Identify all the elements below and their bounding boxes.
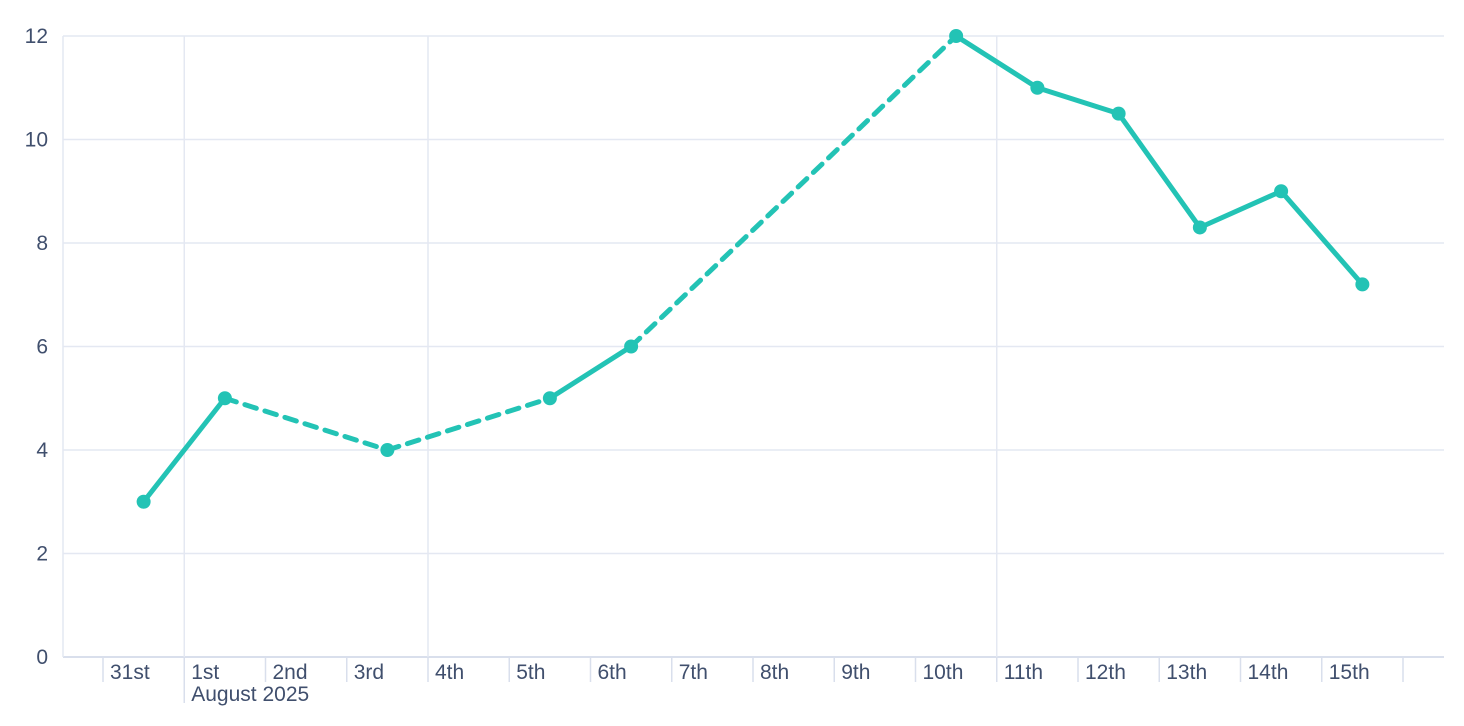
- series-segment-dashed: [628, 33, 959, 349]
- data-point[interactable]: [136, 494, 151, 509]
- data-point[interactable]: [1355, 277, 1370, 292]
- series-segment-solid: [1278, 188, 1365, 287]
- data-point[interactable]: [1192, 220, 1207, 235]
- data-point[interactable]: [1030, 80, 1045, 95]
- x-axis-label: 15th: [1329, 661, 1370, 684]
- x-axis-label: 5th: [516, 661, 545, 684]
- x-axis-label: 10th: [923, 661, 964, 684]
- series-segment-dashed: [222, 395, 390, 453]
- data-point[interactable]: [949, 29, 964, 43]
- data-point[interactable]: [380, 443, 395, 457]
- series-layer: [136, 29, 1370, 509]
- x-axis-label: 13th: [1166, 661, 1207, 684]
- data-point[interactable]: [624, 339, 639, 354]
- x-axis-label: 14th: [1248, 661, 1289, 684]
- x-axis-label: 7th: [679, 661, 708, 684]
- data-point[interactable]: [1274, 184, 1289, 199]
- series-segment-solid: [1034, 85, 1122, 117]
- series-segment-solid: [953, 33, 1040, 91]
- series-segment-solid: [141, 395, 228, 505]
- axes-layer: [102, 658, 1404, 703]
- gridlines-layer: [62, 35, 1444, 658]
- series-segment-solid: [1116, 111, 1203, 230]
- x-axis-label: 31st: [110, 661, 150, 684]
- y-axis-label: 6: [36, 336, 48, 359]
- x-axis-label: 12th: [1085, 661, 1126, 684]
- y-axis-label: 10: [25, 129, 48, 152]
- month-label: August 2025: [191, 683, 309, 706]
- series-segment-solid: [1197, 188, 1284, 230]
- x-axis-label: 8th: [760, 661, 789, 684]
- data-point[interactable]: [1111, 106, 1126, 121]
- series-segment-dashed: [384, 395, 553, 453]
- x-axis-label: 6th: [598, 661, 627, 684]
- x-axis-label: 11th: [1004, 661, 1043, 684]
- series-segment-solid: [547, 344, 634, 401]
- axis-labels-layer: 0 2 4 6 8 10 12 31st 1st 2nd 3rd 4th 5th 6th 7th 8th 9th…: [25, 25, 1370, 706]
- y-axis-label: 2: [36, 543, 48, 566]
- x-axis-label: 1st: [191, 661, 219, 684]
- y-axis-label: 0: [36, 646, 48, 669]
- data-point[interactable]: [217, 391, 232, 406]
- x-axis-label: 9th: [841, 661, 870, 684]
- x-axis-label: 2nd: [273, 661, 308, 684]
- data-point[interactable]: [542, 391, 557, 406]
- y-axis-label: 8: [36, 232, 48, 255]
- x-axis-label: 4th: [435, 661, 464, 684]
- y-axis-label: 4: [36, 439, 48, 462]
- x-axis-label: 3rd: [354, 661, 384, 684]
- y-axis-label: 12: [25, 25, 48, 48]
